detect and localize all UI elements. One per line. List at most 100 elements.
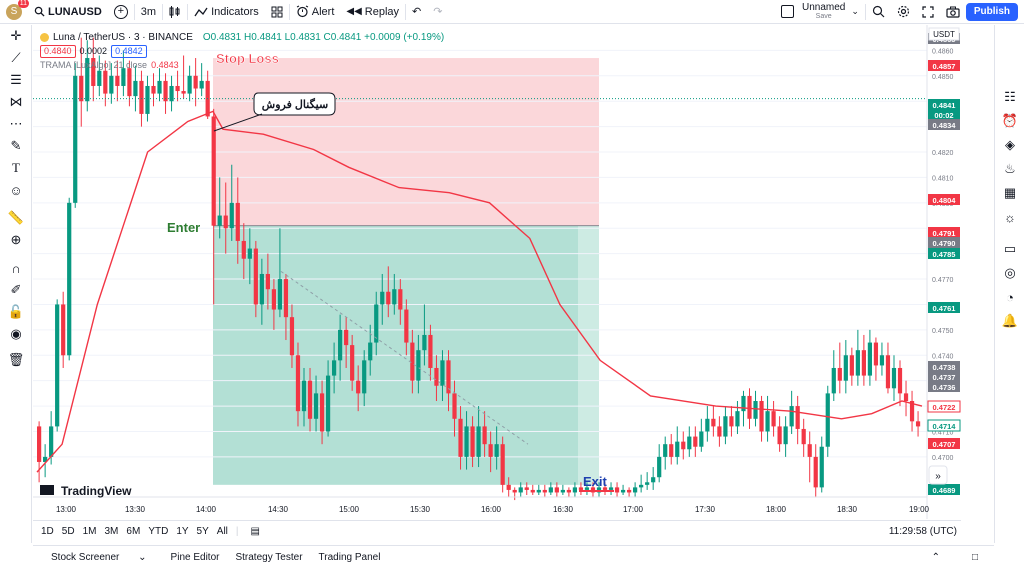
date-range-button[interactable]: ▤: [243, 526, 268, 537]
user-avatar[interactable]: S 11: [6, 0, 29, 20]
calendar-button[interactable]: ▦: [995, 181, 1024, 205]
quick-search-button[interactable]: [866, 0, 891, 24]
zoom-tool[interactable]: ⊕: [0, 229, 32, 251]
candle-body: [464, 426, 469, 457]
tab-stock-screener[interactable]: Stock Screener ⌄: [33, 552, 163, 563]
candle: [759, 395, 764, 442]
price-axis-labels[interactable]: 0.48650.48570.484100:020.48340.48040.479…: [927, 33, 961, 495]
alerts-panel-button[interactable]: ⏰: [995, 109, 1024, 133]
stay-drawing-tool[interactable]: ✐: [0, 279, 32, 301]
watchlist-button[interactable]: ☷: [995, 85, 1024, 109]
timeframe-6m[interactable]: 6M: [126, 526, 141, 537]
candle: [819, 436, 824, 493]
tab-strategy-tester[interactable]: Strategy Tester: [235, 552, 303, 563]
candle-body: [813, 456, 818, 488]
timeframe-5d[interactable]: 5D: [61, 526, 75, 537]
timeframe-5y[interactable]: 5Y: [196, 526, 209, 537]
maximize-panel-button[interactable]: □: [956, 552, 994, 563]
interval-button[interactable]: 3m: [140, 5, 157, 18]
scroll-to-realtime-button[interactable]: »: [928, 465, 948, 485]
visibility-tool[interactable]: ◉: [0, 323, 32, 345]
timeframe-all[interactable]: All: [216, 526, 228, 537]
candle: [705, 406, 710, 442]
candle-body: [193, 75, 198, 89]
data-window-button[interactable]: ◈: [995, 133, 1024, 157]
alarm-icon: ⏰: [1001, 113, 1019, 128]
price-label-text: 0.4714: [933, 422, 957, 431]
utc-clock[interactable]: 11:29:58 (UTC): [888, 526, 957, 537]
tab-pine-editor[interactable]: Pine Editor: [170, 552, 220, 563]
replay-button[interactable]: ◀◀ Replay: [340, 0, 405, 24]
chats-button[interactable]: ▭: [995, 237, 1024, 261]
candle-body: [434, 367, 439, 386]
forecast-tool[interactable]: ⋯: [0, 113, 32, 135]
measure-tool[interactable]: 📏: [0, 207, 32, 229]
candle-body: [103, 70, 108, 94]
settings-button[interactable]: [891, 0, 916, 24]
candle: [410, 329, 415, 394]
candle-body: [903, 393, 909, 401]
snapshot-button[interactable]: [940, 0, 966, 24]
alert-button[interactable]: Alert: [290, 0, 341, 24]
redo-button[interactable]: ↷: [427, 0, 448, 24]
text-tool[interactable]: T: [0, 157, 32, 179]
price-label-text: 0.4785: [933, 250, 956, 259]
templates-button[interactable]: [265, 0, 289, 24]
legend-title[interactable]: Luna / TetherUS · 3 · BINANCE: [53, 31, 193, 43]
collapse-panel-button[interactable]: ⌃: [916, 552, 956, 563]
layout-name-block: Unnamed Save: [802, 2, 845, 21]
compare-symbol-button[interactable]: +: [108, 0, 134, 24]
candle: [494, 426, 499, 470]
chart-area[interactable]: 0.48600.48500.48300.48200.48100.48000.47…: [33, 25, 961, 519]
symbol-search[interactable]: LUNAUSD: [28, 0, 108, 24]
timeframe-3m[interactable]: 3M: [104, 526, 119, 537]
currency-selector[interactable]: USDT: [928, 27, 960, 41]
candle: [175, 70, 180, 102]
exit-annotation[interactable]: Exit: [579, 474, 614, 492]
candle-body: [422, 334, 427, 351]
candle: [572, 482, 578, 498]
time-axis-labels[interactable]: 13:00 13:30 14:00 14:30 15:00 15:30 16:00 16:30…: [56, 505, 930, 514]
notifications-button[interactable]: 🔔: [995, 309, 1024, 333]
candle-body: [217, 215, 222, 226]
crosshair-tool[interactable]: ✛: [0, 25, 32, 47]
enter-annotation[interactable]: Enter: [167, 220, 200, 235]
layout-menu[interactable]: Unnamed Save ⌄: [775, 0, 865, 24]
delete-tool[interactable]: 🗑: [0, 349, 32, 371]
sell-price-button[interactable]: 0.4840: [40, 44, 76, 58]
chart-type-button[interactable]: [163, 0, 187, 24]
timeframe-ytd[interactable]: YTD: [148, 526, 169, 537]
brush-tool[interactable]: ✎: [0, 135, 32, 157]
price-chart[interactable]: 0.48600.48500.48300.48200.48100.48000.47…: [33, 25, 961, 519]
magnet-tool[interactable]: ∩: [0, 257, 32, 279]
candle-body: [319, 393, 325, 432]
timeframe-1d[interactable]: 1D: [41, 526, 54, 537]
buy-price-button[interactable]: 0.4842: [111, 44, 147, 58]
signals-button[interactable]: ◔: [995, 285, 1024, 309]
tab-trading-panel[interactable]: Trading Panel: [318, 552, 381, 563]
notification-badge: 11: [17, 0, 29, 8]
undo-button[interactable]: ↶: [406, 0, 427, 24]
candle: [350, 334, 355, 391]
streams-button[interactable]: ◎: [995, 261, 1024, 285]
candle-body: [590, 487, 596, 493]
sell-signal-callout[interactable]: سیگنال فروش: [213, 92, 336, 132]
timeframe-1m[interactable]: 1M: [82, 526, 97, 537]
stop-loss-annotation[interactable]: Stop Loss: [216, 51, 279, 67]
fullscreen-button[interactable]: [916, 0, 940, 24]
timeframe-1y[interactable]: 1Y: [176, 526, 189, 537]
indicators-button[interactable]: Indicators: [188, 0, 265, 24]
publish-button[interactable]: Publish: [965, 2, 1018, 21]
pattern-tool[interactable]: ⋈: [0, 91, 32, 113]
trend-line-tool[interactable]: ⟋: [0, 47, 32, 69]
candle-body: [151, 85, 156, 94]
hotlists-button[interactable]: ♨: [995, 157, 1024, 181]
candle-body: [350, 345, 355, 381]
icon-tool[interactable]: ☺: [0, 179, 32, 201]
lock-tool[interactable]: 🔓: [0, 301, 32, 323]
ideas-button[interactable]: ☼: [995, 205, 1024, 229]
indicator-name[interactable]: TRAMA [LuxAlgo] 21 close: [40, 60, 148, 70]
chevron-up-icon: ⌃: [931, 552, 940, 563]
fib-tool[interactable]: ☰: [0, 69, 32, 91]
tradingview-logo[interactable]: TradingView: [40, 484, 132, 498]
